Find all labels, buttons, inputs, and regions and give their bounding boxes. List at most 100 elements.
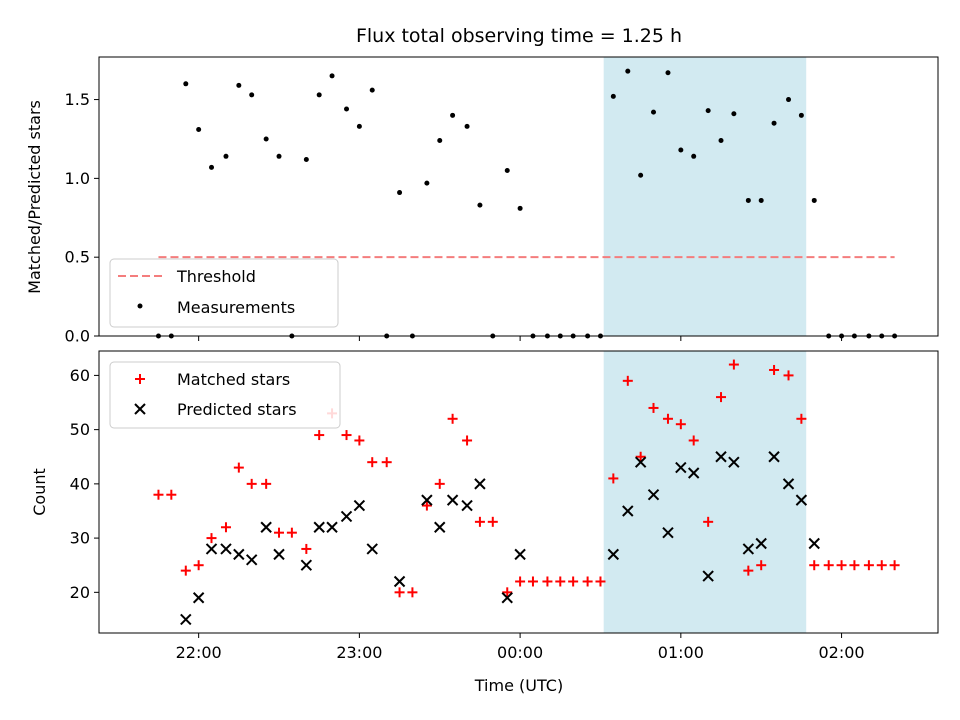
predicted-star-point	[514, 548, 526, 561]
predicted-star-point	[300, 559, 313, 571]
measurement-point	[464, 123, 470, 129]
measurement-point	[223, 153, 229, 159]
legend-matched-label: Matched stars	[177, 370, 290, 389]
predicted-star-point	[675, 461, 687, 474]
top-x-ticks	[198, 336, 843, 341]
measurement-points	[155, 68, 898, 339]
top-y-axis-label: Matched/Predicted stars	[25, 100, 44, 294]
matched-star-point	[769, 364, 780, 375]
y-tick-label: 1.5	[65, 90, 90, 109]
matched-stars-points	[153, 359, 900, 598]
matched-star-point	[703, 516, 714, 527]
matched-star-point	[193, 560, 204, 571]
predicted-star-point	[233, 548, 245, 561]
measurement-point	[316, 92, 322, 98]
x-tick-label: 00:00	[497, 643, 543, 662]
measurement-point	[771, 120, 777, 126]
top-axes-frame	[98, 56, 939, 337]
matched-star-point	[462, 435, 473, 446]
y-tick-label: 40	[70, 474, 90, 493]
matched-star-point	[863, 560, 874, 571]
x-axis-label: Time (UTC)	[474, 676, 563, 695]
matched-star-point	[434, 478, 445, 489]
chart-title: Flux total observing time = 1.25 h	[356, 25, 682, 47]
measurement-point	[638, 172, 644, 178]
y-tick-label: 0.5	[65, 248, 90, 267]
matched-star-point	[515, 576, 526, 587]
measurement-point	[477, 202, 483, 208]
matched-star-point	[407, 587, 418, 598]
matched-star-point	[286, 527, 297, 538]
legend-predicted-label: Predicted stars	[177, 400, 297, 419]
matched-star-point	[233, 462, 244, 473]
matched-star-point	[180, 565, 191, 576]
bottom-shaded-region	[603, 351, 807, 633]
measurement-point	[758, 197, 764, 203]
predicted-star-point	[662, 526, 674, 539]
predicted-star-point	[446, 494, 459, 506]
matched-star-point	[206, 533, 217, 544]
predicted-star-point	[313, 521, 325, 533]
matched-star-point	[367, 457, 378, 468]
matched-star-point	[648, 402, 659, 413]
predicted-star-point	[260, 521, 272, 533]
x-tick-label: 02:00	[819, 643, 865, 662]
predicted-star-point	[245, 554, 258, 566]
matched-star-point	[849, 560, 860, 571]
predicted-stars-points	[180, 451, 820, 626]
matched-star-point	[743, 565, 754, 576]
measurement-point	[369, 87, 375, 93]
matched-star-point	[246, 478, 257, 489]
bottom-y-ticks: 20 30 40 50 60	[70, 366, 99, 602]
measurement-point	[450, 112, 456, 118]
measurement-point	[329, 73, 335, 79]
measurement-point	[424, 180, 430, 186]
matched-star-point	[889, 560, 900, 571]
predicted-star-point	[340, 510, 353, 523]
matched-star-point	[756, 560, 767, 571]
matched-star-point	[675, 419, 686, 430]
measurement-point	[610, 93, 616, 99]
predicted-star-point	[647, 489, 660, 501]
measurement-point	[209, 164, 215, 170]
predicted-star-point	[795, 494, 808, 506]
measurement-point	[665, 70, 671, 76]
measurement-point	[236, 82, 242, 88]
predicted-star-point	[687, 467, 700, 479]
matched-star-point	[153, 489, 164, 500]
matched-star-point	[608, 473, 619, 484]
predicted-star-point	[634, 456, 647, 468]
measurement-point	[437, 138, 443, 144]
measurement-point	[798, 112, 804, 118]
matched-star-point	[220, 522, 231, 533]
y-tick-label: 30	[70, 529, 90, 548]
matched-star-point	[394, 587, 405, 598]
matched-star-point	[836, 560, 847, 571]
measurement-point	[344, 106, 350, 112]
matched-star-point	[542, 576, 553, 587]
predicted-star-point	[353, 499, 366, 512]
measurement-point	[397, 190, 403, 196]
matched-star-point	[301, 543, 312, 554]
predicted-star-point	[434, 521, 446, 533]
predicted-star-point	[205, 543, 218, 555]
matched-star-point	[354, 435, 365, 446]
measurement-point	[625, 68, 631, 74]
measurement-point	[196, 127, 202, 133]
measurement-point	[678, 147, 684, 153]
y-tick-label: 20	[70, 583, 90, 602]
predicted-star-point	[421, 494, 433, 506]
matched-star-point	[502, 587, 513, 598]
predicted-star-point	[192, 592, 205, 604]
measurement-point	[517, 205, 523, 211]
bottom-y-axis-label: Count	[30, 468, 49, 516]
legend-matched-swatch	[135, 374, 145, 384]
matched-star-point	[381, 457, 392, 468]
matched-star-point	[728, 359, 739, 370]
x-tick-label: 01:00	[658, 643, 704, 662]
matched-star-point	[314, 430, 325, 441]
bottom-panel: 20 30 40 50 60 22:00 23:00 00:00 01:00 02:00 Cou…	[30, 350, 939, 695]
matched-star-point	[527, 576, 538, 587]
x-tick-label: 23:00	[336, 643, 382, 662]
matched-star-point	[274, 527, 285, 538]
